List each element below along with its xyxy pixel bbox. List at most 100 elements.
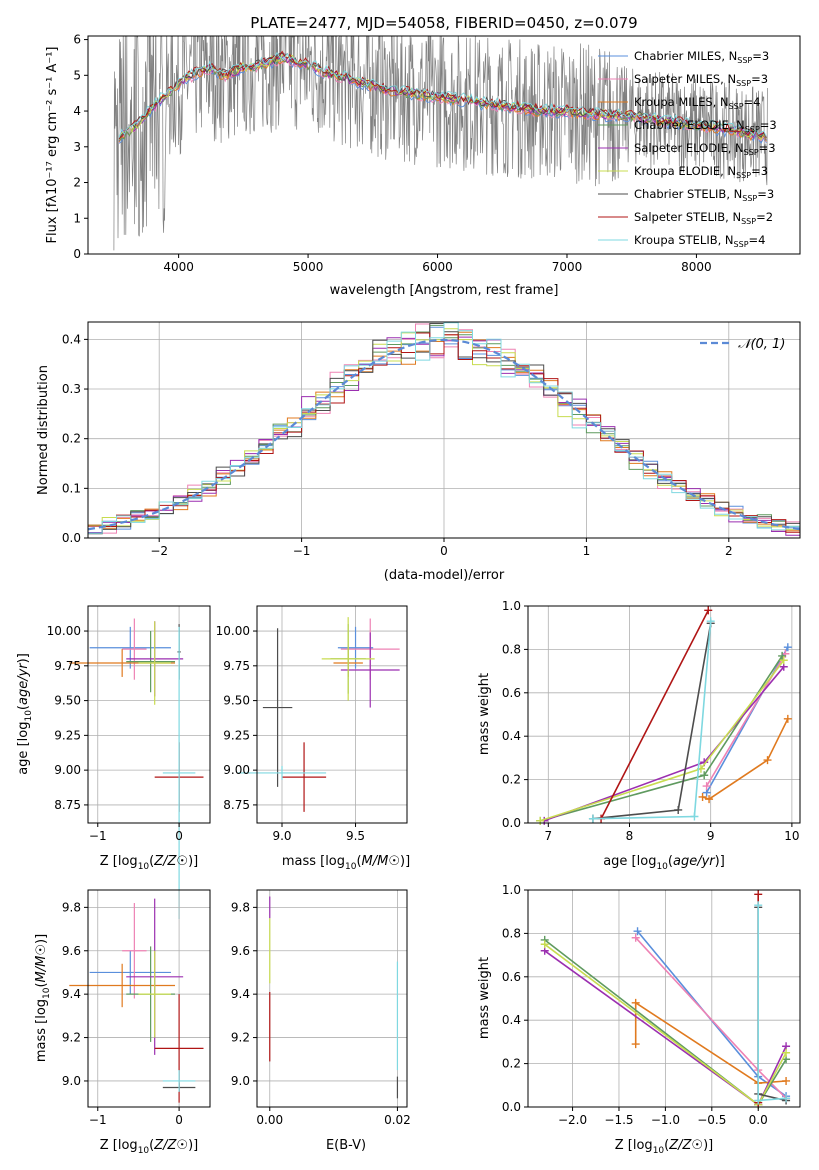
legend-label-normal: 𝒩(0, 1): [738, 337, 785, 352]
y-tick-label: 0.6: [502, 970, 521, 984]
y-tick-label: 0.8: [502, 926, 521, 940]
y-tick-label: 9.2: [231, 1031, 250, 1045]
weight-marker-kroupa-miles: [783, 714, 792, 723]
residual-histogram-panel: −2 −1 0 1 2 0.0 0.1 0.2 0.3 0.4 (data-model)/erro…: [36, 321, 801, 583]
z-axis-label: Z [log10(Z/Z☉)]: [100, 854, 198, 872]
histogram-kroupa-stelib: [88, 322, 800, 537]
x-tick-label: 0.00: [256, 1113, 283, 1127]
legend-label-chabrier-stelib: Chabrier STELIB, NSSP=3: [634, 187, 774, 203]
y-tick-label: 0.8: [502, 642, 521, 656]
y-tick-label: 0.2: [62, 432, 81, 446]
y-tick-label: 9.00: [54, 763, 81, 777]
y-tick-label: 2: [73, 176, 81, 190]
y-tick-label: 9.50: [54, 694, 81, 708]
age-axis-label: age [log10(age/yr)]: [603, 854, 725, 872]
x-tick-label: 0: [440, 544, 448, 558]
x-tick-label: 9: [707, 829, 715, 843]
y-tick-label: 0.2: [502, 1057, 521, 1071]
model-spectrum-chabrier-miles: [118, 56, 767, 144]
massweight-vs-age-panel: 7 8 9 10 0.0 0.2 0.4 0.6 0.8 1.0 age [log10(age/y…: [477, 599, 801, 872]
x-tick-label: 0: [175, 1113, 183, 1127]
legend-label-kroupa-elodie: Kroupa ELODIE, NSSP=3: [634, 164, 768, 180]
weight-marker-kroupa-stelib: [754, 901, 763, 910]
x-tick-label: −1: [89, 829, 107, 843]
weight-marker-salpeter-miles: [631, 933, 640, 942]
y-tick-label: 9.00: [223, 763, 250, 777]
spectrum-ylabel: Flux [fλ10⁻¹⁷ erg cm⁻² s⁻¹ A⁻¹]: [45, 47, 60, 244]
weight-marker-salpeter-stelib: [704, 606, 713, 615]
mass-axis-ylabel: mass [log10(M/M☉)]: [34, 934, 52, 1062]
legend-label-chabrier-elodie: Chabrier ELODIE, NSSP=3: [634, 118, 777, 134]
y-tick-label: 10.00: [216, 624, 250, 638]
age-z-plot-frame: [87, 605, 211, 824]
weight-marker-kroupa-miles: [705, 795, 714, 804]
y-tick-label: 9.6: [231, 944, 250, 958]
residual-plot-frame: [87, 321, 801, 539]
residual-xlabel: (data-model)/error: [384, 568, 505, 583]
weight-z-ylabel: mass weight: [477, 957, 492, 1039]
y-tick-label: 9.8: [62, 900, 81, 914]
y-tick-label: 9.0: [231, 1074, 250, 1088]
weight-marker-kroupa-stelib: [706, 617, 715, 626]
y-tick-label: 9.2: [62, 1031, 81, 1045]
weight-marker-kroupa-stelib: [754, 1096, 763, 1105]
y-tick-label: 0.4: [502, 1013, 521, 1027]
y-tick-label: 0.0: [62, 531, 81, 545]
y-tick-label: 0.6: [502, 686, 521, 700]
y-tick-label: 9.0: [62, 1074, 81, 1088]
weight-marker-kroupa-miles: [698, 792, 707, 801]
age-mass-plot-frame: [256, 605, 408, 824]
y-tick-label: 9.6: [62, 944, 81, 958]
spectrum-plot-frame: [87, 35, 801, 255]
y-tick-label: 9.25: [54, 728, 81, 742]
y-tick-label: 8.75: [223, 798, 250, 812]
weight-marker-kroupa-elodie: [782, 1048, 791, 1057]
age-vs-metallicity-panel: −1 0 8.75 9.00 9.25 9.50 9.75 10.00 Z [log10(Z/…: [16, 605, 211, 919]
y-tick-label: 9.25: [223, 728, 250, 742]
y-tick-label: 9.75: [223, 659, 250, 673]
x-tick-label: 1: [583, 544, 591, 558]
x-tick-label: 4000: [163, 260, 194, 274]
age-axis-ylabel: age [log10(age/yr)]: [16, 653, 34, 775]
y-tick-label: 9.75: [54, 659, 81, 673]
weight-marker-kroupa-miles: [763, 756, 772, 765]
weight-marker-kroupa-stelib: [588, 814, 597, 823]
x-tick-label: 6000: [422, 260, 453, 274]
y-tick-label: 5: [73, 68, 81, 82]
x-tick-label: 9.5: [346, 829, 365, 843]
x-tick-label: 8: [626, 829, 634, 843]
mass-ebv-plot-frame: [256, 889, 408, 1108]
model-spectrum-salpeter-stelib: [118, 50, 767, 139]
y-tick-label: 1: [73, 211, 81, 225]
x-tick-label: 7000: [552, 260, 583, 274]
weight-marker-kroupa-elodie: [540, 940, 549, 949]
weight-marker-chabrier-miles: [633, 927, 642, 936]
legend-label-salpeter-miles: Salpeter MILES, NSSP=3: [634, 72, 768, 88]
weight-marker-salpeter-stelib: [754, 890, 763, 899]
z-axis-label: Z [log10(Z/Z☉)]: [615, 1138, 713, 1156]
mass-vs-extinction-panel: 0.00 0.02 9.0 9.2 9.4 9.6 9.8 E(B-V): [231, 889, 411, 1153]
weight-line-salpeter-stelib: [600, 609, 710, 820]
x-tick-label: 2: [725, 544, 733, 558]
x-tick-label: −1.5: [604, 1113, 633, 1127]
y-tick-label: 0.2: [502, 773, 521, 787]
y-tick-label: 6: [73, 33, 81, 47]
weight-line-kroupa-miles: [702, 718, 789, 800]
legend-label-kroupa-miles: Kroupa MILES, NSSP=4: [634, 95, 760, 111]
model-spectrum-kroupa-elodie: [118, 54, 767, 141]
y-tick-label: 0.1: [62, 481, 81, 495]
y-tick-label: 8.75: [54, 798, 81, 812]
x-tick-label: 9.0: [272, 829, 291, 843]
y-tick-label: 9.4: [62, 987, 81, 1001]
weight-marker-kroupa-stelib: [690, 812, 699, 821]
x-tick-label: −0.5: [697, 1113, 726, 1127]
x-tick-label: −2: [150, 544, 168, 558]
weight-marker-kroupa-miles: [631, 1040, 640, 1049]
weight-age-ylabel: mass weight: [477, 673, 492, 755]
weight-marker-chabrier-miles: [783, 643, 792, 652]
legend-label-salpeter-elodie: Salpeter ELODIE, NSSP=3: [634, 141, 776, 157]
y-tick-label: 0.0: [502, 816, 521, 830]
massweight-vs-metallicity-panel: −2.0 −1.5 −1.0 −0.5 0.0 0.0 0.2 0.4 0.6 0.8 1.0 Z …: [477, 883, 801, 1156]
mass-ebv-xlabel: E(B-V): [326, 1138, 366, 1153]
